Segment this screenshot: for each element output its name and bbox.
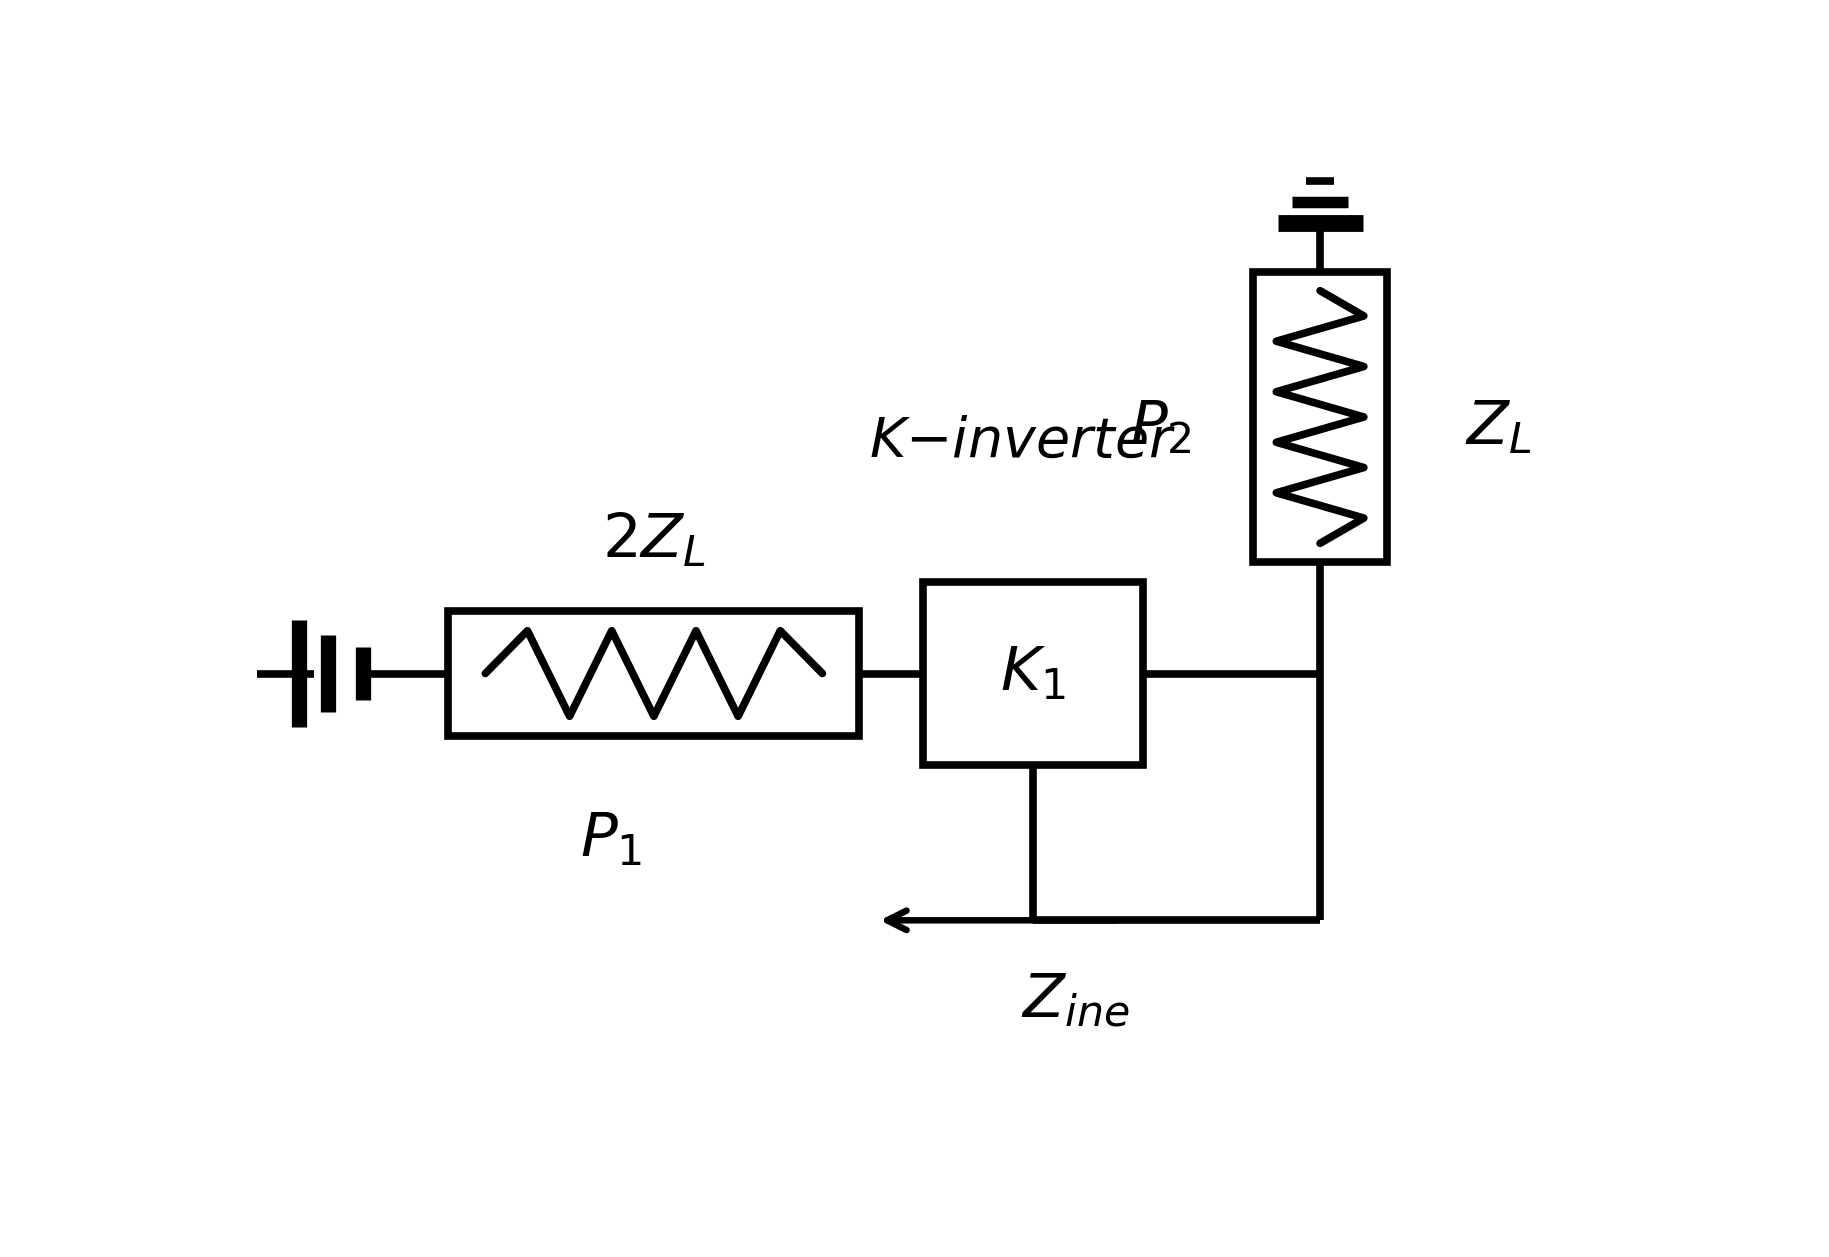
- Text: $Z_L$: $Z_L$: [1465, 397, 1533, 456]
- Text: $Z_{ine}$: $Z_{ine}$: [1021, 970, 1130, 1031]
- Text: $P_2$: $P_2$: [1130, 397, 1191, 456]
- Bar: [924, 582, 1143, 766]
- Text: $K_1$: $K_1$: [1000, 644, 1066, 704]
- Text: $P_1$: $P_1$: [580, 810, 642, 869]
- Text: $K\mathit{-inverter}$: $K\mathit{-inverter}$: [869, 414, 1176, 469]
- Text: $2Z_L$: $2Z_L$: [602, 510, 706, 569]
- Bar: [1253, 272, 1388, 562]
- Bar: [448, 611, 860, 737]
